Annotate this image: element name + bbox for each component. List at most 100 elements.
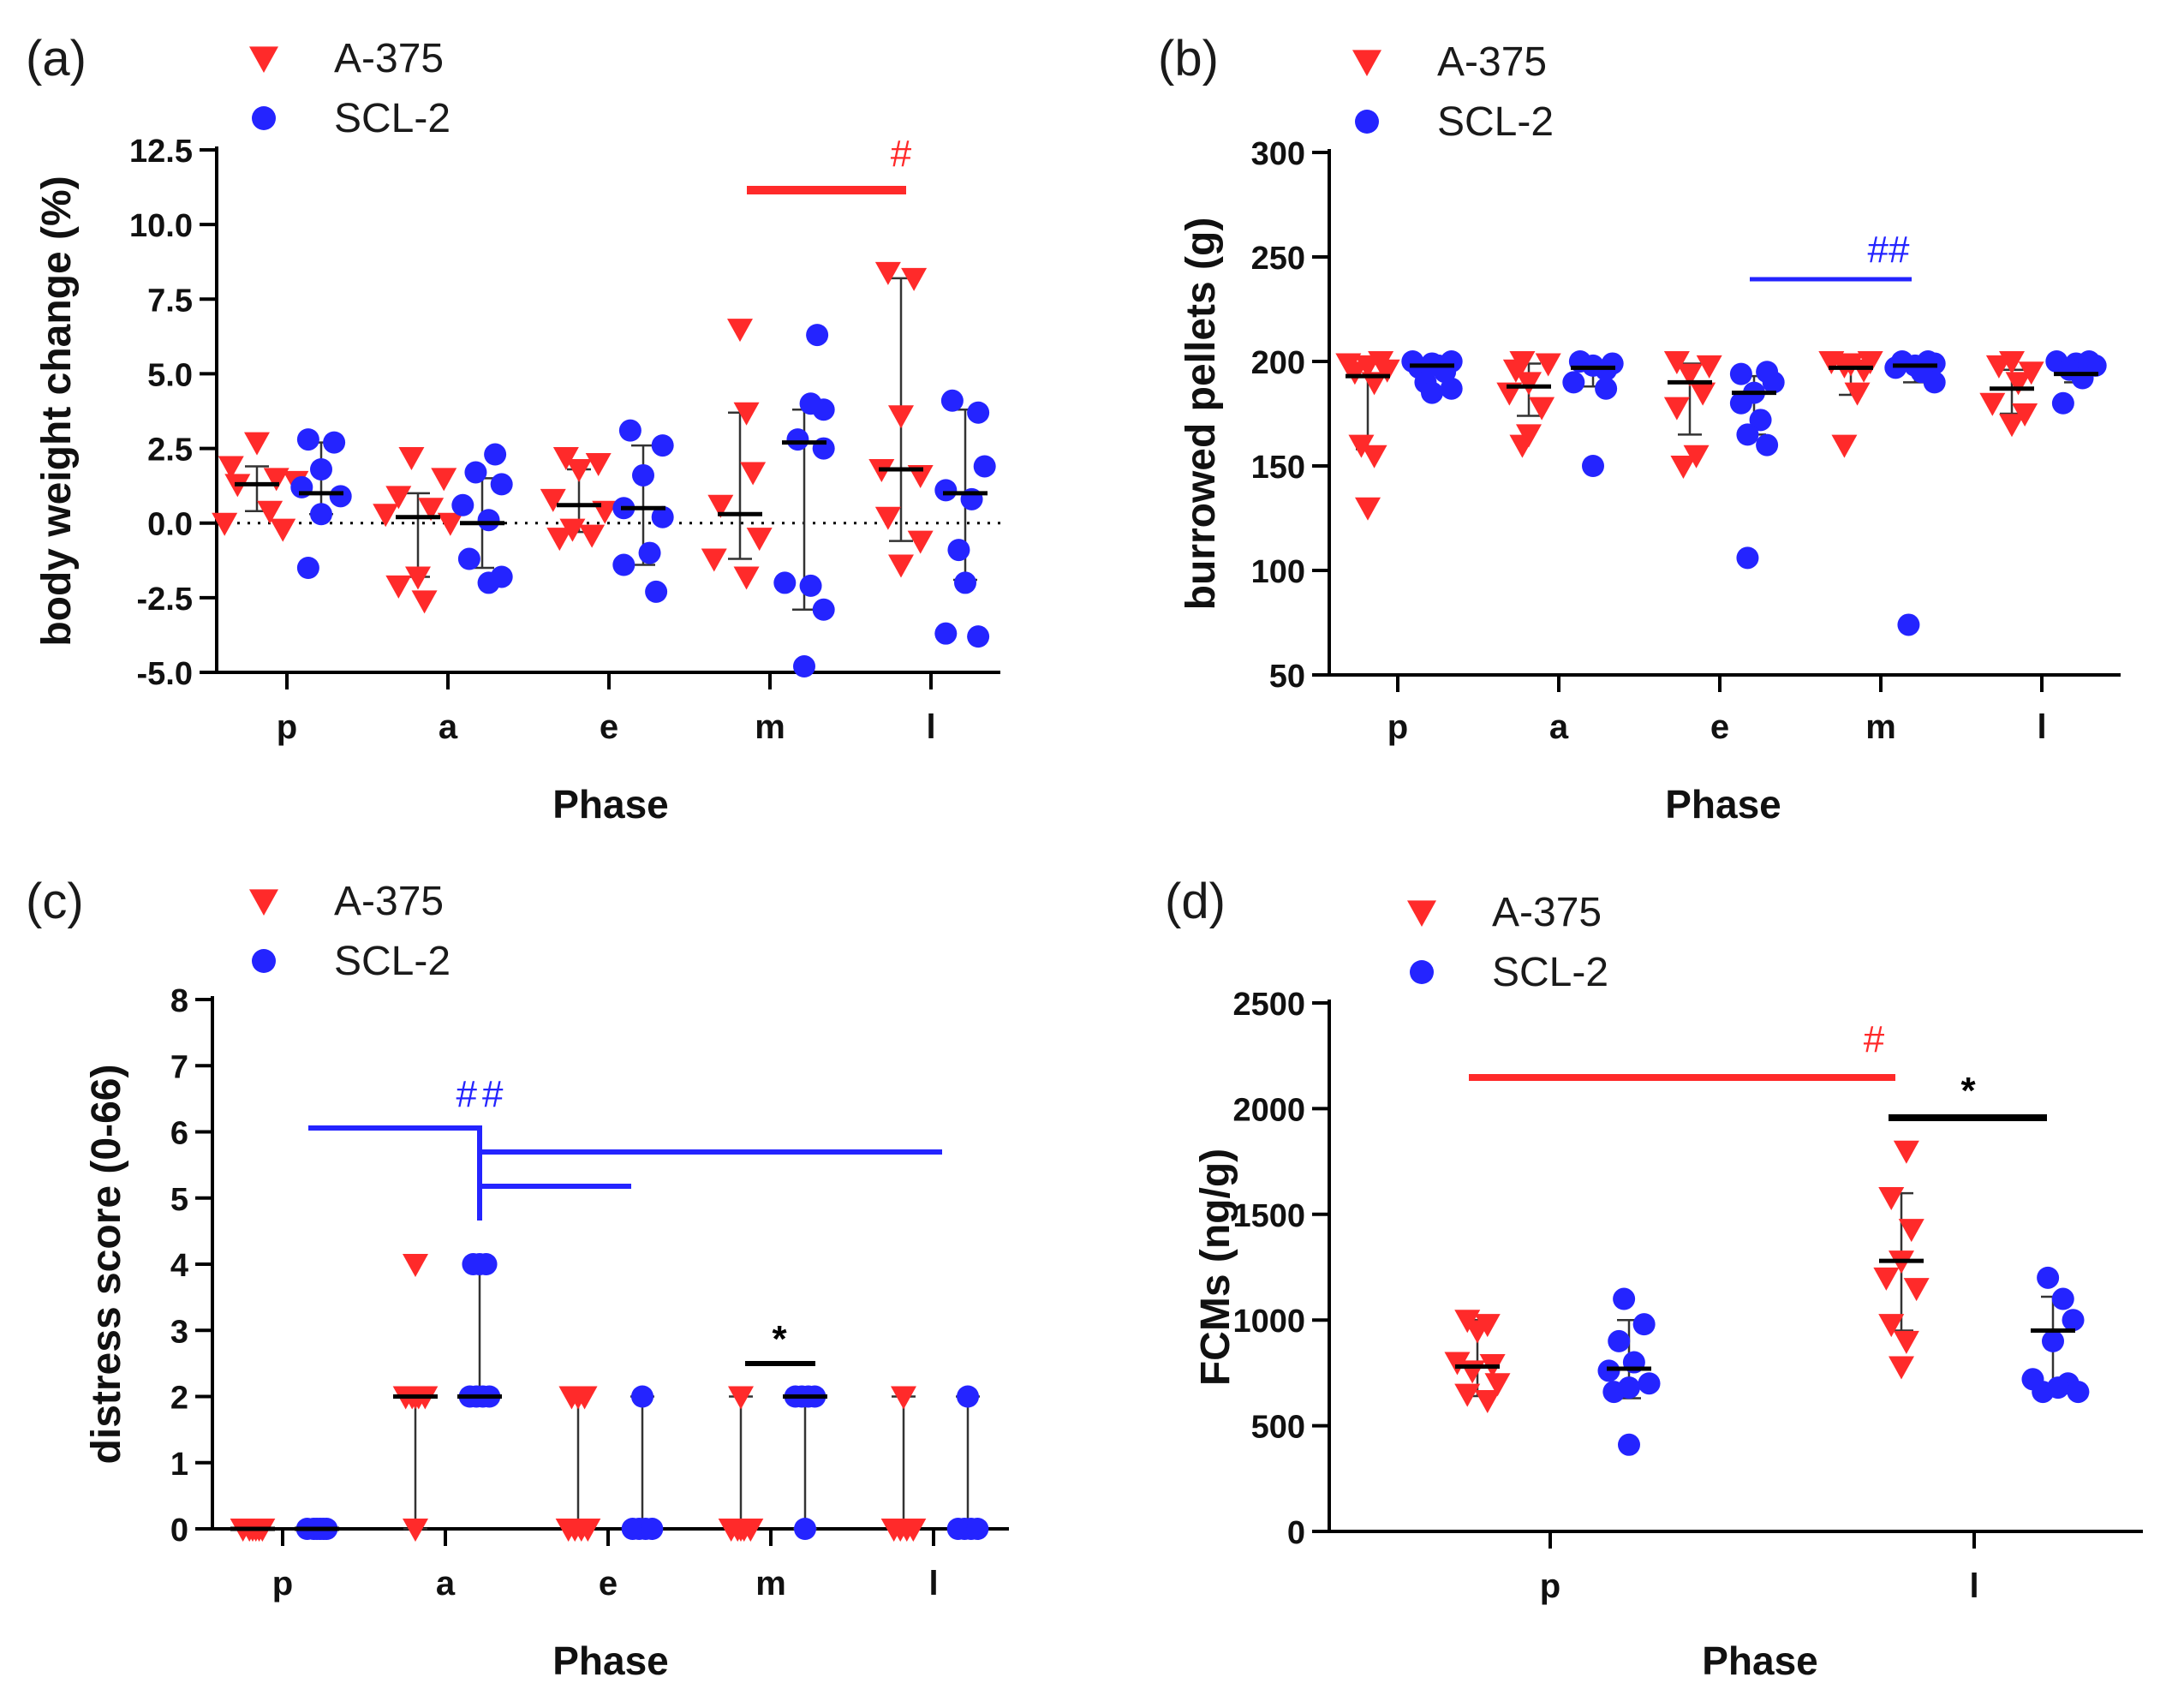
data-point [244,432,270,456]
legend-label-scl2: SCL-2 [1437,99,1554,145]
data-point [812,398,835,421]
data-point [967,625,990,648]
data-point [967,401,990,424]
data-point [1454,1383,1481,1407]
data-point [888,554,914,578]
data-point [1440,377,1463,400]
data-point [645,580,668,603]
data-point [632,463,654,486]
x-tick-label: p [1540,1567,1560,1605]
data-point [431,468,457,492]
data-point [418,498,445,522]
legend-label-scl2: SCL-2 [334,96,451,141]
data-point [812,598,835,621]
y-tick-label: 8 [170,983,188,1019]
data-point [2042,1329,2064,1352]
data-point [2067,1381,2090,1404]
data-point [1502,359,1529,383]
y-axis-title: body weight change (%) [34,176,80,646]
data-point [477,571,500,594]
data-point [1729,391,1752,415]
data-point [477,509,500,532]
panel-label: (c) [26,874,84,929]
data-point [1632,1313,1656,1336]
data-point [786,428,809,451]
data-point [701,548,727,572]
data-point [888,405,914,429]
data-point [451,493,474,516]
legend-marker-scl2 [252,106,276,130]
data-point [1355,355,1381,379]
x-tick-label: m [755,708,785,746]
data-point [385,575,412,599]
data-point [296,557,319,579]
data-point [1355,497,1381,521]
legend-marker-scl2 [252,949,276,973]
y-tick-label: 200 [1251,345,1305,381]
data-point [405,566,431,590]
data-point [1465,1320,1490,1344]
x-tick-label: l [1969,1567,1978,1605]
data-point [707,494,734,518]
data-point [579,524,606,548]
legend-label-a375: A-375 [334,36,444,81]
data-point [1756,433,1779,457]
data-point [1421,381,1443,404]
y-tick-label: -5.0 [137,656,193,692]
legend-label-a375: A-375 [334,879,444,924]
data-point [2062,1309,2085,1332]
significance-marker: ## [456,1073,509,1115]
data-point [403,1254,428,1277]
significance-marker: * [1960,1070,1976,1112]
significance-marker: * [772,1318,787,1360]
data-point [957,1385,979,1408]
data-point [1670,456,1697,479]
y-tick-label: 250 [1251,241,1305,277]
x-tick-label: a [436,1565,456,1603]
series-a375 [1444,1140,1930,1413]
data-point [773,571,797,594]
data-point [728,1519,754,1542]
data-point [212,512,238,536]
legend-label-scl2: SCL-2 [334,939,451,984]
x-axis-title: Phase [1702,1638,1818,1683]
data-point [263,468,289,492]
data-point [1509,434,1536,458]
data-point [1893,1330,1919,1354]
x-tick-label: l [926,708,935,746]
y-tick-label: 12.5 [129,134,193,170]
data-point [1444,1352,1471,1376]
data-point [546,528,573,552]
data-point [618,419,641,442]
data-point [490,473,513,496]
data-point [296,428,319,451]
data-point [1889,1356,1914,1380]
y-tick-label: 100 [1251,554,1305,590]
data-point [638,541,661,564]
data-point [799,574,822,597]
series-a375 [1335,351,2044,521]
data-point [373,504,399,528]
data-point [1374,359,1400,383]
legend-label-a375: A-375 [1492,890,1602,935]
data-point [411,590,438,614]
data-point [1696,355,1722,379]
data-point [575,1519,601,1542]
series-a375 [212,261,934,614]
data-point [1602,1381,1626,1404]
x-tick-label: e [1710,708,1729,746]
y-tick-label: 0.0 [147,507,193,543]
data-point [559,518,586,542]
data-point [464,461,487,484]
data-point [973,455,996,478]
x-tick-label: e [599,1565,618,1603]
y-tick-label: 0 [170,1513,188,1549]
data-point [437,512,463,536]
y-tick-label: 7 [170,1049,188,1085]
data-point [2051,391,2074,415]
panel-a: (a) A-375 SCL-2 12.5 10.0 7.5 5.0 2.5 0.0 -2.5 -5.… [26,31,1000,827]
legend-marker-a375 [1352,50,1381,76]
data-point [1562,371,1585,394]
data-point [585,453,612,476]
data-point [457,547,480,570]
